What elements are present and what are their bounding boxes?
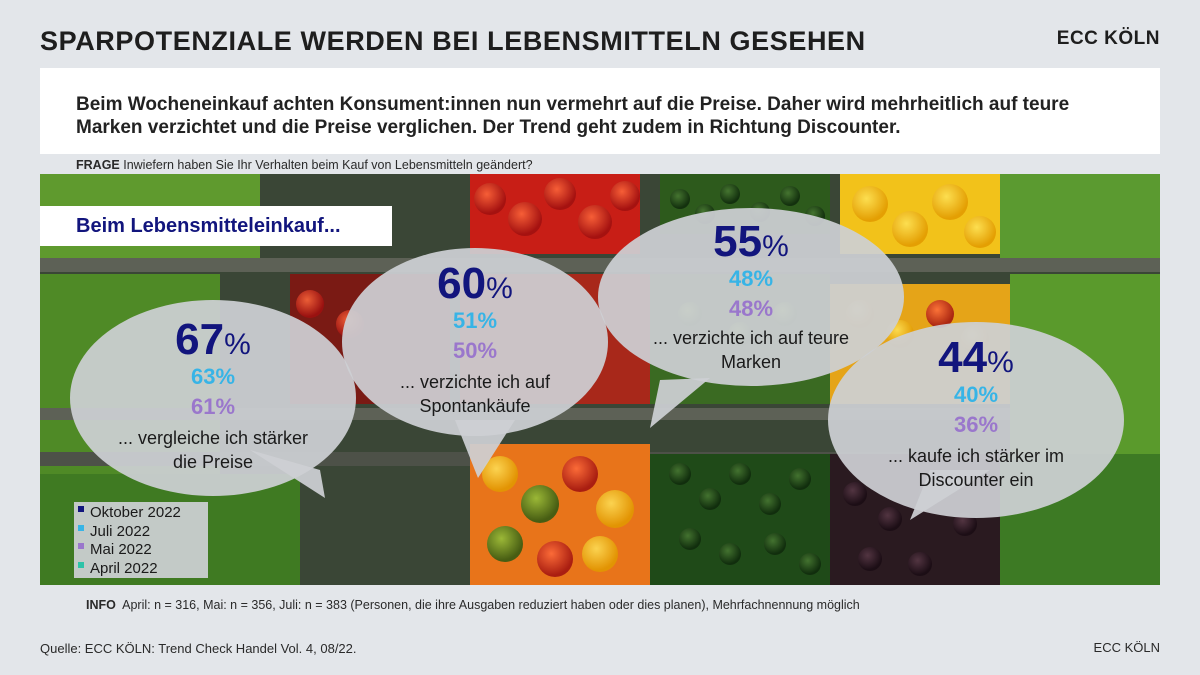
- legend-item-juli: Juli 2022: [78, 523, 208, 542]
- legend: Oktober 2022 Juli 2022 Mai 2022 April 20…: [74, 502, 208, 578]
- bubble-caption: ... vergleiche ich stärker die Preise: [117, 428, 309, 472]
- legend-swatch: [78, 561, 84, 568]
- legend-item-oktober: Oktober 2022: [78, 504, 208, 523]
- oktober-value: 67%: [175, 315, 251, 364]
- bubble-caption: ... verzichte ich auf teure Marken: [652, 328, 850, 372]
- juli-value: 63%: [190, 364, 236, 389]
- legend-item-april: April 2022: [78, 560, 208, 579]
- legend-swatch: [78, 524, 84, 531]
- lead-text: Beim Wocheneinkauf achten Konsument:inne…: [40, 68, 1160, 154]
- bubble-preise: 67% 63% 61% ... vergleiche ich stärker d…: [70, 300, 356, 496]
- oktober-value: 44%: [938, 333, 1014, 382]
- legend-swatch: [78, 506, 84, 513]
- oktober-value: 55%: [713, 217, 789, 266]
- question-label: FRAGE: [76, 158, 120, 172]
- info-label: INFO: [86, 598, 116, 612]
- bubble-spontankaeufe: 60% 51% 50% ... verzichte ich auf Sponta…: [342, 248, 608, 436]
- page-title: SPARPOTENZIALE WERDEN BEI LEBENSMITTELN …: [40, 26, 866, 56]
- bubble-caption: ... verzichte ich auf Spontankäufe: [399, 372, 551, 416]
- legend-item-mai: Mai 2022: [78, 541, 208, 560]
- brand-logo: ECC KÖLN: [1056, 28, 1160, 49]
- juli-value: 40%: [953, 382, 999, 407]
- juli-value: 48%: [728, 266, 774, 291]
- scene-title: Beim Lebensmitteleinkauf...: [40, 206, 392, 246]
- mai-value: 61%: [190, 393, 236, 419]
- mai-value: 36%: [953, 411, 999, 437]
- bubble-marken: 55% 48% 48% ... verzichte ich auf teure …: [598, 208, 904, 386]
- juli-value: 51%: [452, 308, 498, 333]
- legend-swatch: [78, 543, 84, 550]
- source-note: Quelle: ECC KÖLN: Trend Check Handel Vol…: [40, 641, 357, 656]
- mai-value: 50%: [452, 337, 498, 363]
- bubble-discounter: 44% 40% 36% ... kaufe ich stärker im Dis…: [828, 322, 1124, 518]
- mai-value: 48%: [728, 295, 774, 321]
- question-line: FRAGE Inwiefern haben Sie Ihr Verhalten …: [76, 158, 533, 172]
- footer-brand: ECC KÖLN: [1093, 640, 1160, 655]
- info-text: April: n = 316, Mai: n = 356, Juli: n = …: [122, 598, 860, 612]
- question-text: Inwiefern haben Sie Ihr Verhalten beim K…: [123, 158, 533, 172]
- info-line: INFO April: n = 316, Mai: n = 356, Juli:…: [86, 598, 860, 612]
- bubble-caption: ... kaufe ich stärker im Discounter ein: [887, 446, 1065, 490]
- oktober-value: 60%: [437, 259, 513, 308]
